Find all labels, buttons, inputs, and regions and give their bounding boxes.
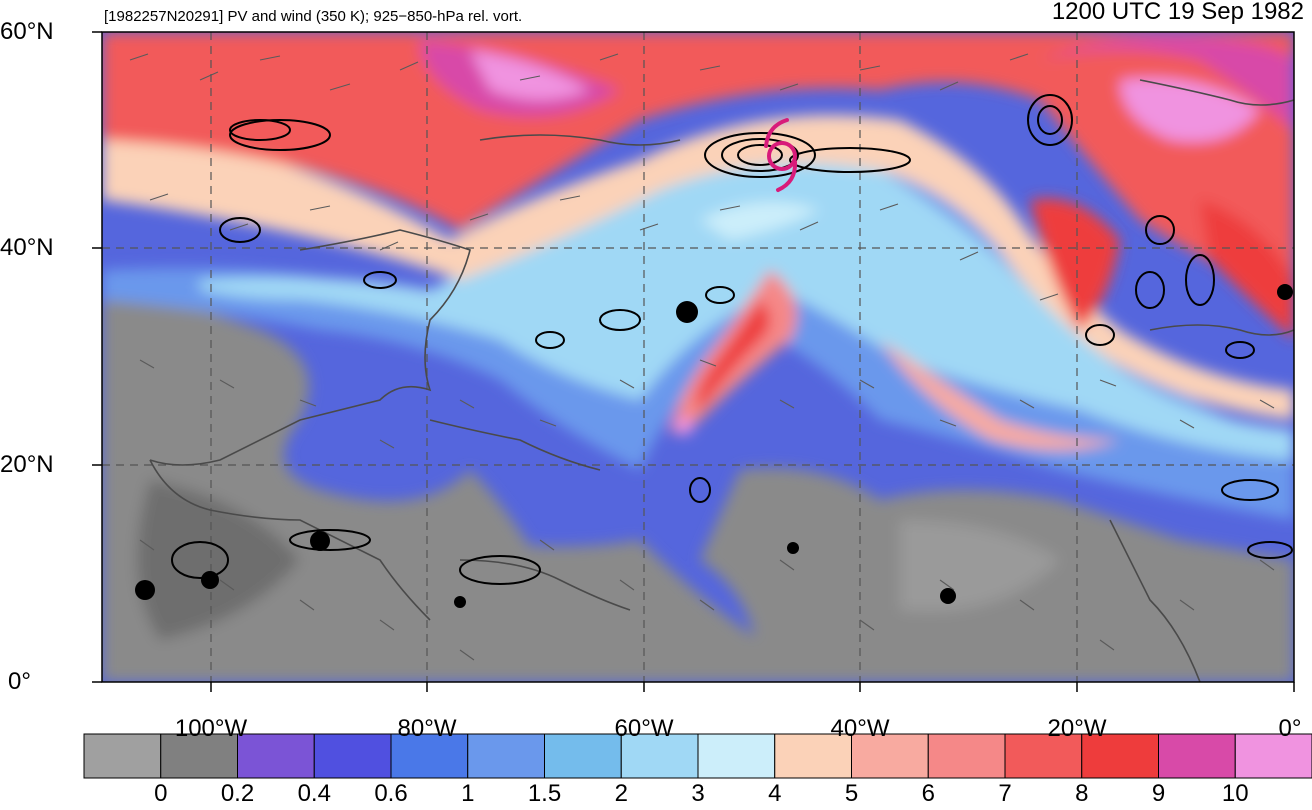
lon-label-60w: 60°W: [614, 715, 674, 742]
lon-label-40w: 40°W: [830, 715, 890, 742]
colorbar-tick-label: 8: [1075, 780, 1089, 807]
lat-label-equator: 0°: [8, 668, 31, 695]
lon-label-0: 0°: [1278, 715, 1302, 742]
colorbar-swatch: [1234, 733, 1312, 779]
colorbar-swatch: [83, 733, 162, 779]
colorbar-tick-label: 5: [844, 780, 859, 807]
coastlines: [149, 79, 1294, 682]
lon-label-20w: 20°W: [1047, 715, 1107, 742]
wind-barbs: [129, 53, 1275, 661]
colorbar-swatch: [1158, 733, 1236, 779]
colorbar-tick-label: 9: [1151, 780, 1166, 807]
colorbar-tick-label: 3: [691, 780, 705, 807]
vorticity-maxima: [135, 284, 1293, 608]
colorbar-swatch: [1004, 733, 1083, 779]
colorbar-swatch: [390, 733, 469, 779]
colorbar-swatch: [237, 733, 315, 779]
axis-ticks: [92, 31, 1295, 692]
colorbar-tick-label: 0.2: [220, 780, 255, 807]
colorbar-tick-label: 0.4: [297, 780, 331, 807]
pv-colorbar: [83, 733, 1312, 779]
colorbar-swatch: [160, 733, 238, 779]
lat-label-20n: 20°N: [0, 451, 54, 478]
map-border: [101, 31, 1295, 683]
graticule: [102, 32, 1294, 682]
vorticity-contours: [171, 94, 1293, 585]
figure-datetime: 1200 UTC 19 Sep 1982: [1051, 0, 1304, 25]
colorbar-tick-label: 4: [768, 780, 782, 807]
colorbar-swatch: [313, 733, 392, 779]
colorbar-tick-label: 0.6: [374, 780, 408, 807]
colorbar-tick-label: 6: [921, 780, 935, 807]
colorbar-swatch: [774, 733, 852, 779]
colorbar-tick-label: 1.5: [527, 780, 562, 807]
colorbar-swatch: [544, 733, 622, 779]
colorbar-tick-label: 1: [461, 780, 475, 807]
colorbar-tick-label: 2: [614, 780, 628, 807]
pv-shading-layer: [102, 32, 1294, 682]
colorbar-swatch: [1081, 733, 1159, 779]
lat-label-40n: 40°N: [0, 234, 54, 261]
colorbar-swatch: [851, 733, 929, 779]
lat-label-60n: 60°N: [0, 18, 54, 45]
lon-label-80w: 80°W: [397, 715, 457, 742]
colorbar-swatch: [927, 733, 1006, 779]
colorbar-tick-label: 10: [1221, 780, 1249, 807]
colorbar-swatch: [467, 733, 545, 779]
tropical-cyclone-marker: [764, 118, 798, 192]
figure-subtitle: [1982257N20291] PV and wind (350 K); 925…: [104, 8, 523, 25]
colorbar-tick-label: 0: [154, 780, 168, 807]
lon-label-100w: 100°W: [174, 715, 248, 742]
colorbar-tick-label: 7: [998, 780, 1012, 807]
colorbar-swatch: [697, 733, 776, 779]
